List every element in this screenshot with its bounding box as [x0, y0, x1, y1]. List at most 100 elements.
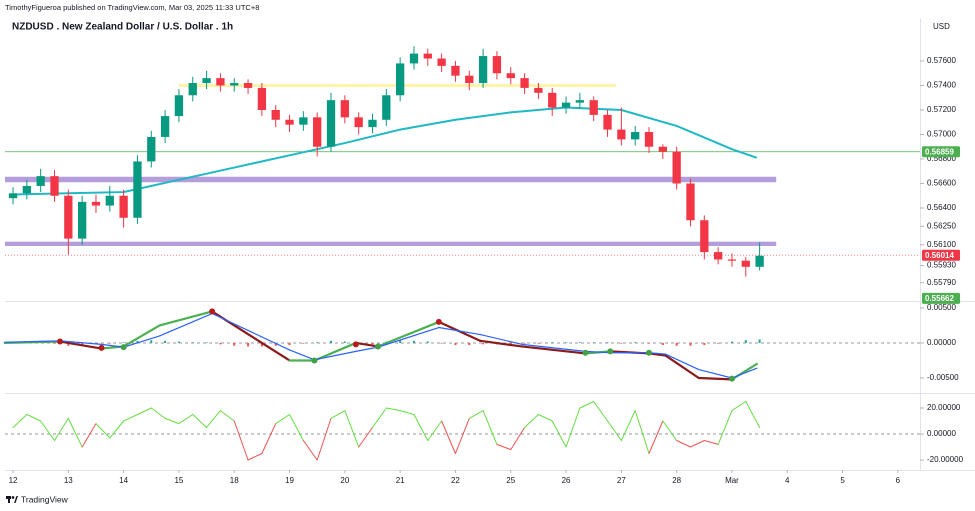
candle-body	[91, 201, 101, 206]
series-line	[164, 417, 180, 425]
candle-body	[631, 132, 640, 140]
histogram-bar	[565, 342, 568, 343]
cross-dot	[120, 344, 127, 351]
cross-dot	[435, 318, 442, 325]
y-tick-label: 0.55930	[927, 261, 956, 270]
price-tag-label: 0.56014	[925, 251, 954, 260]
series-line	[551, 420, 567, 448]
series-line	[354, 341, 380, 348]
price-tag	[922, 249, 960, 261]
histogram-bar	[177, 341, 180, 343]
y-tick-label: 0.57200	[927, 105, 956, 114]
series-line	[123, 335, 161, 348]
series-line	[123, 413, 138, 422]
candle-body	[492, 56, 502, 74]
histogram-bar	[620, 342, 623, 344]
y-tick-label: 20.00000	[927, 403, 961, 412]
candle-body	[451, 65, 460, 76]
y-tick-label: -20.00000	[927, 455, 964, 464]
series-line	[731, 367, 758, 379]
x-tick-label: 18	[230, 476, 239, 485]
series-line	[689, 439, 705, 448]
candle-body	[741, 260, 750, 267]
y-tick-label: 0.56100	[927, 240, 956, 249]
series-line	[584, 350, 611, 354]
candle-body	[313, 117, 322, 147]
series-line	[664, 354, 700, 380]
series-line	[67, 417, 83, 448]
series-line	[109, 420, 125, 439]
candle-body	[506, 73, 515, 79]
candle-body	[658, 146, 667, 152]
series-line	[731, 400, 747, 412]
y-tick-label: 0.56800	[927, 154, 956, 163]
series-line	[59, 340, 103, 345]
x-tick-label: Mar	[725, 476, 739, 485]
series-line	[524, 413, 539, 428]
candle-body	[589, 100, 598, 115]
candle-body	[285, 119, 294, 125]
x-tick-label: 14	[119, 476, 128, 485]
candle-body	[409, 53, 419, 64]
histogram-bar	[440, 342, 443, 344]
cross-dot	[375, 343, 382, 350]
cross-dot	[582, 349, 589, 356]
series-line	[81, 423, 97, 448]
histogram-bar	[260, 342, 263, 347]
candle-body	[395, 63, 405, 96]
histogram-bar	[274, 342, 277, 346]
histogram-bar	[205, 342, 208, 343]
series-line	[313, 350, 357, 361]
series-line	[122, 324, 161, 348]
y-tick-label: 0.00000	[927, 338, 956, 347]
series-line	[385, 407, 401, 412]
series-line	[158, 312, 213, 337]
cross-dot	[646, 349, 653, 356]
series-line	[3, 340, 62, 345]
series-line	[676, 439, 691, 448]
candle-body	[423, 53, 432, 59]
series-line	[40, 420, 55, 441]
histogram-bar	[412, 340, 415, 343]
candle-body	[133, 161, 142, 218]
series-line	[520, 345, 587, 355]
candle-body	[520, 78, 529, 88]
series-line	[496, 443, 512, 451]
histogram-bar	[343, 341, 346, 343]
series-line	[355, 346, 379, 352]
histogram-bar	[191, 342, 194, 343]
series-line	[521, 343, 587, 352]
series-line	[95, 423, 111, 439]
histogram-bar	[523, 342, 526, 344]
series-line	[275, 413, 291, 425]
moving-average	[12, 106, 758, 196]
series-line	[377, 326, 440, 348]
histogram-bar	[53, 342, 56, 344]
histogram-bar	[302, 342, 305, 344]
x-tick-label: 22	[451, 476, 460, 485]
x-tick-label: 13	[64, 476, 73, 485]
candle-body	[478, 56, 488, 84]
x-tick-label: 21	[396, 476, 405, 485]
series-line	[662, 420, 678, 441]
candle-body	[36, 176, 45, 186]
series-line	[607, 420, 622, 441]
cross-dot	[57, 338, 64, 345]
currency: USD	[933, 22, 950, 31]
candle-body	[727, 259, 737, 261]
histogram-bar	[689, 342, 692, 346]
histogram-bar	[454, 342, 457, 346]
candle-body	[603, 114, 612, 130]
cross-dot	[98, 344, 105, 351]
candle-body	[299, 117, 308, 125]
series-line	[441, 420, 456, 454]
candle-body	[548, 92, 557, 108]
y-tick-label: 0.00000	[927, 429, 956, 438]
histogram-bar	[661, 342, 664, 346]
y-tick-label: -0.00500	[927, 373, 959, 382]
series-line	[593, 400, 609, 422]
histogram-bar	[233, 342, 236, 346]
histogram-bar	[703, 342, 706, 346]
series-line	[330, 410, 346, 419]
candle-body	[243, 83, 253, 88]
